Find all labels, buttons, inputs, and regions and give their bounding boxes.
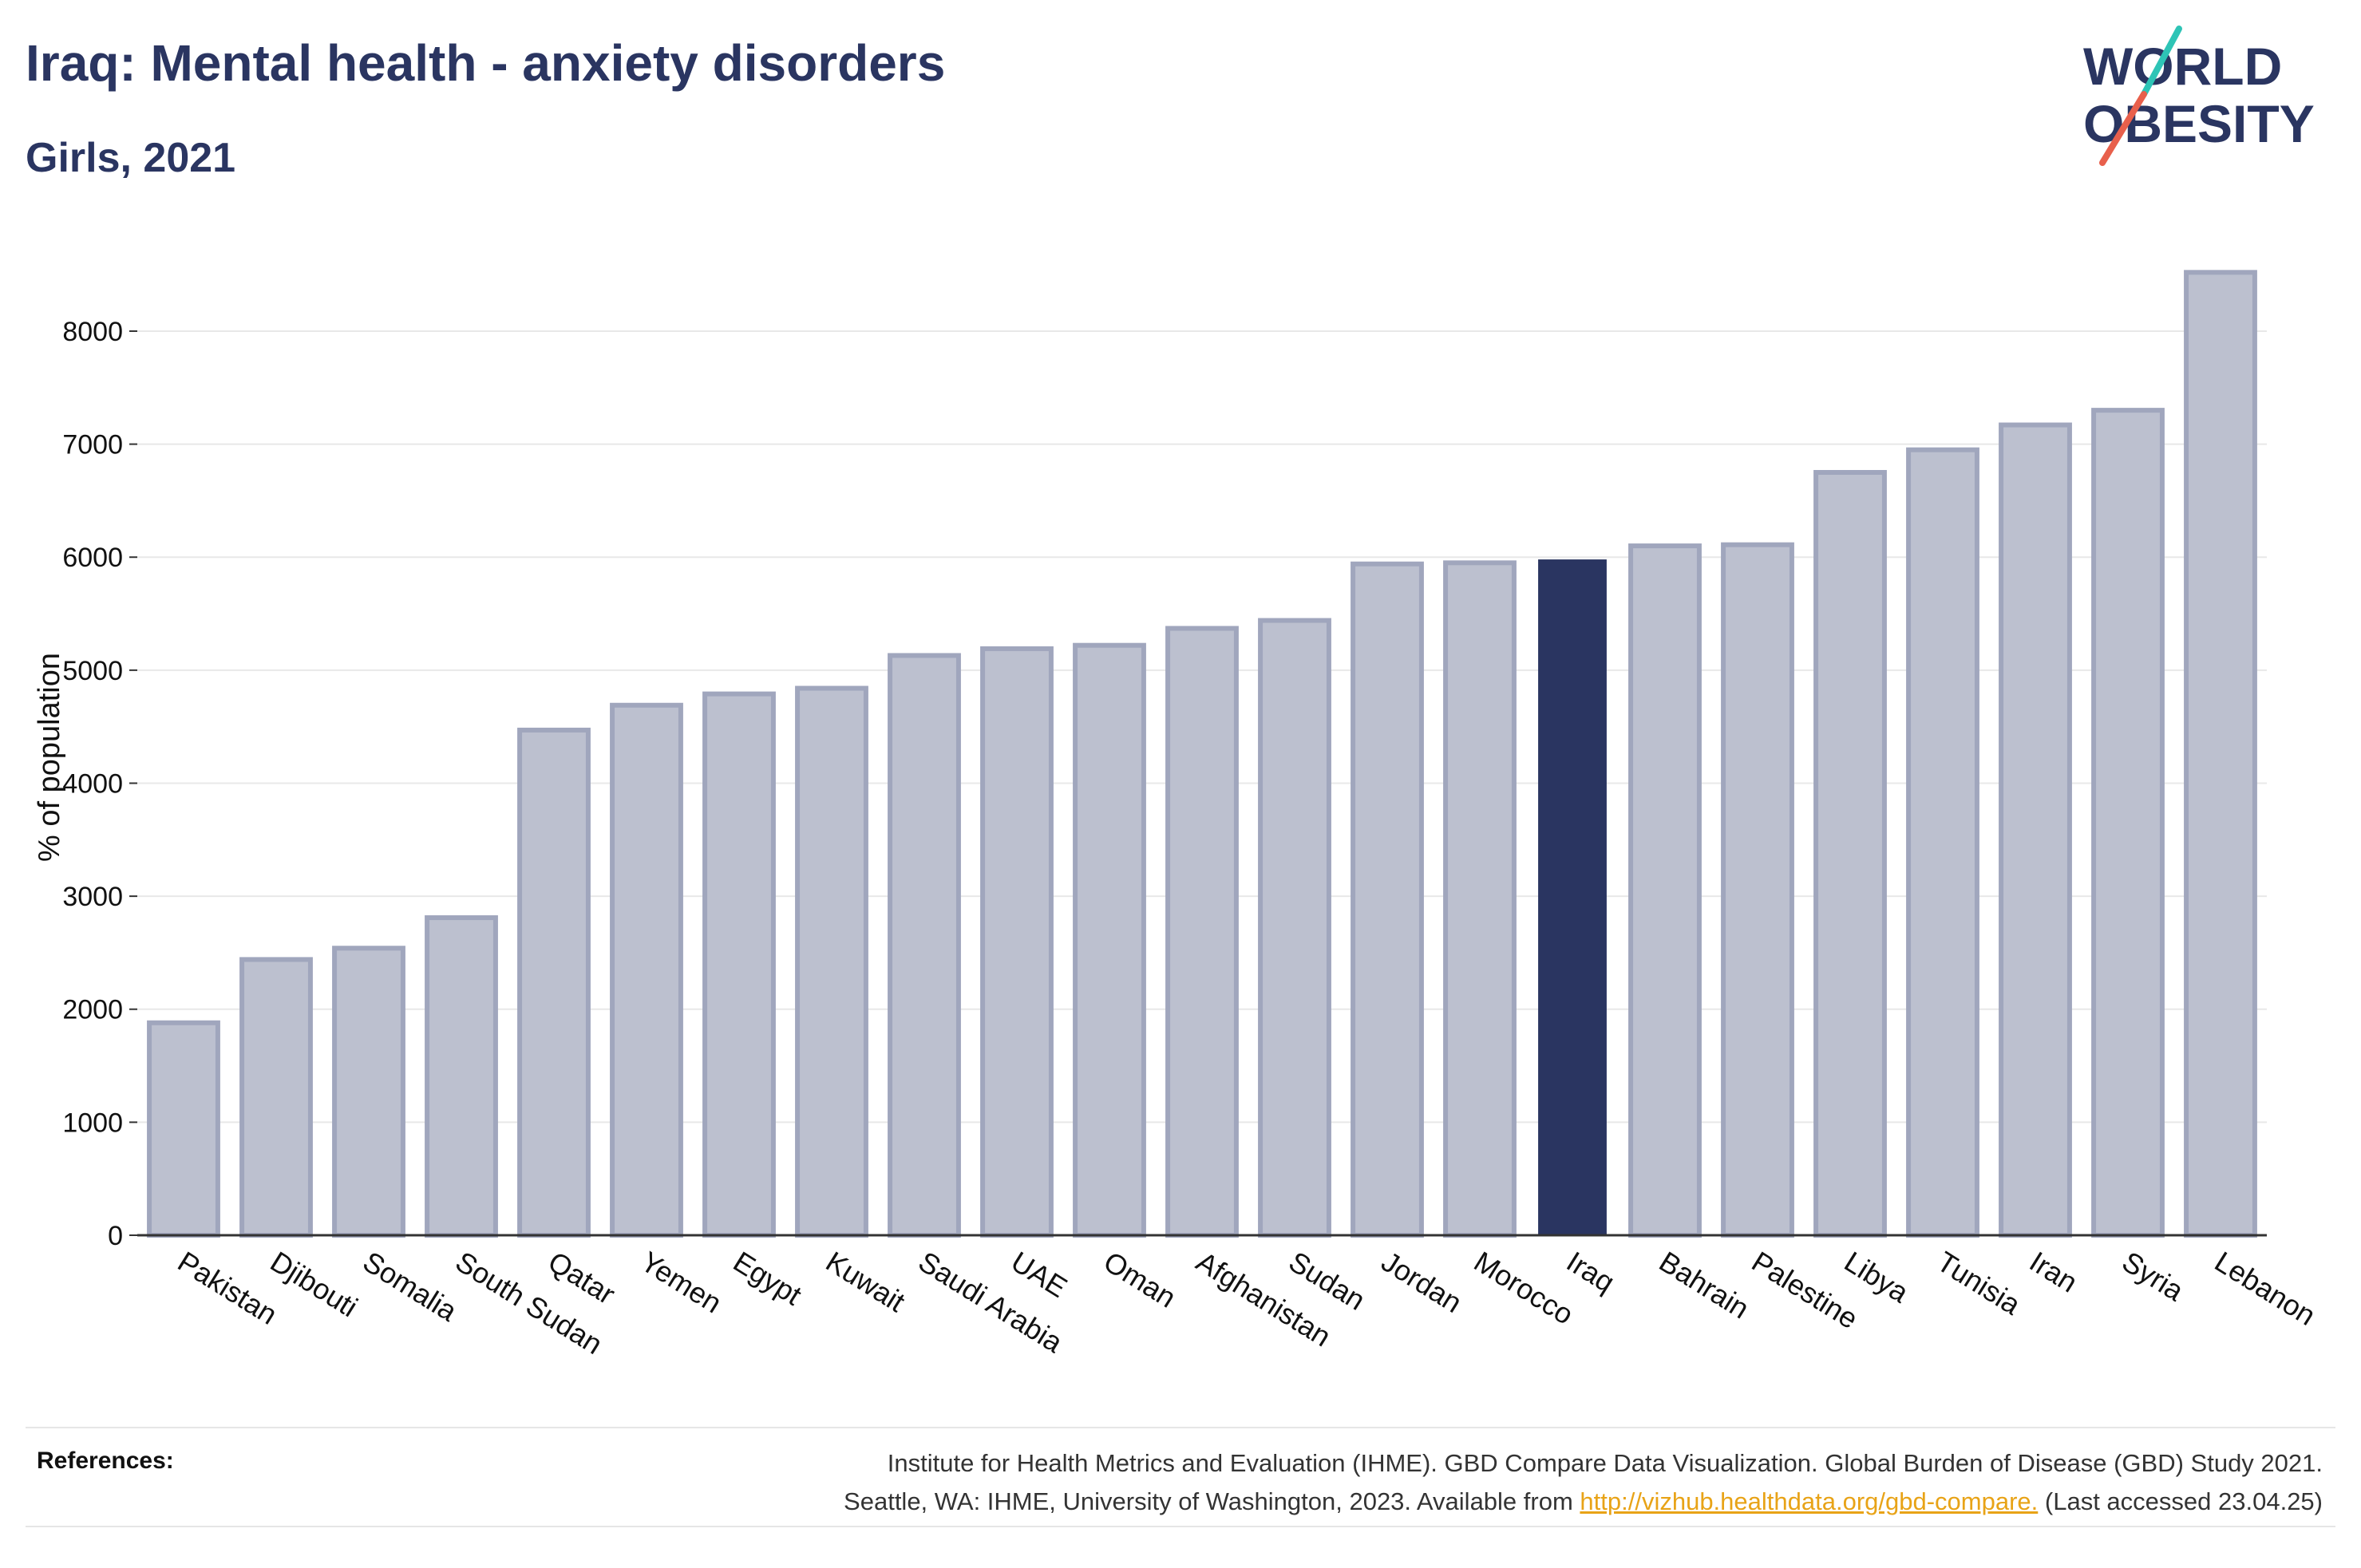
x-tick-label: Somalia <box>358 1245 464 1328</box>
references-label: References: <box>37 1448 174 1474</box>
bar-egypt <box>702 691 776 1238</box>
y-tick-label: 8000 <box>62 317 123 347</box>
bar-somalia <box>332 946 405 1238</box>
y-tick-label: 7000 <box>62 430 123 460</box>
x-tick-label: Morocco <box>1469 1245 1580 1331</box>
bar-djibouti <box>239 957 313 1238</box>
world-obesity-logo: WORLD OBESITY <box>2075 22 2347 174</box>
x-tick-label: Yemen <box>635 1245 728 1319</box>
references-top-rule <box>26 1427 2335 1428</box>
logo-slash-top <box>2141 26 2182 97</box>
bar-libya <box>1813 470 1887 1238</box>
logo-slash-bottom <box>2099 91 2147 166</box>
bar-south-sudan <box>425 915 498 1238</box>
y-axis-title: % of population <box>33 653 66 862</box>
y-tick-label: 0 <box>108 1221 123 1251</box>
reference-line-1: Institute for Health Metrics and Evaluat… <box>887 1449 2323 1477</box>
x-tick-label: Bahrain <box>1654 1245 1755 1325</box>
references-bottom-rule <box>26 1526 2335 1527</box>
y-tick-label: 5000 <box>62 656 123 686</box>
bar-jordan <box>1351 561 1424 1238</box>
x-tick-label: Iran <box>2024 1245 2083 1299</box>
x-tick-label: Tunisia <box>1932 1245 2027 1321</box>
y-tick-label: 4000 <box>62 768 123 799</box>
chart-subtitle: Girls, 2021 <box>26 135 236 181</box>
logo-line2: OBESITY <box>2083 94 2315 153</box>
bar-iraq <box>1538 559 1607 1235</box>
bar-pakistan <box>147 1020 220 1238</box>
bar-saudi-arabia <box>888 653 961 1238</box>
bar-lebanon <box>2184 270 2257 1238</box>
bar-tunisia <box>1906 447 1979 1238</box>
bar-kuwait <box>795 685 868 1238</box>
bar-morocco <box>1443 560 1517 1238</box>
reference-line-2: Seattle, WA: IHME, University of Washing… <box>407 1483 2323 1521</box>
bar-afghanistan <box>1165 626 1239 1238</box>
x-tick-label: Djibouti <box>265 1245 364 1323</box>
y-tick-label: 1000 <box>62 1108 123 1138</box>
bar-syria <box>2091 408 2165 1238</box>
x-tick-label: Kuwait <box>821 1245 911 1318</box>
bar-qatar <box>517 727 591 1238</box>
x-tick-label: Iraq <box>1561 1245 1620 1299</box>
x-tick-label: Pakistan <box>172 1245 283 1331</box>
x-tick-label: Lebanon <box>2209 1245 2322 1332</box>
bar-oman <box>1073 642 1146 1238</box>
x-tick-label: Palestine <box>1746 1245 1864 1335</box>
bar-iran <box>1999 422 2072 1238</box>
y-tick-label: 3000 <box>62 882 123 912</box>
x-tick-label: Egypt <box>728 1245 808 1312</box>
bar-uae <box>980 646 1054 1238</box>
bar-yemen <box>610 702 683 1238</box>
x-tick-label: UAE <box>1006 1245 1074 1304</box>
y-tick-label: 2000 <box>62 995 123 1025</box>
y-tick-label: 6000 <box>62 543 123 573</box>
references-text: Institute for Health Metrics and Evaluat… <box>407 1444 2323 1521</box>
logo-line1: WORLD <box>2083 37 2282 96</box>
reference-line-2-pre: Seattle, WA: IHME, University of Washing… <box>844 1487 1580 1515</box>
bar-palestine <box>1721 542 1794 1238</box>
bar-bahrain <box>1628 543 1702 1238</box>
reference-line-2-post: (Last accessed 23.04.25) <box>2038 1487 2323 1515</box>
x-tick-label: Jordan <box>1376 1245 1468 1319</box>
x-tick-label: Syria <box>2117 1245 2190 1308</box>
bar-sudan <box>1258 618 1331 1238</box>
reference-link[interactable]: http://vizhub.healthdata.org/gbd-compare… <box>1580 1487 2039 1515</box>
x-tick-label: Oman <box>1098 1245 1182 1314</box>
chart-title: Iraq: Mental health - anxiety disorders <box>26 34 946 92</box>
